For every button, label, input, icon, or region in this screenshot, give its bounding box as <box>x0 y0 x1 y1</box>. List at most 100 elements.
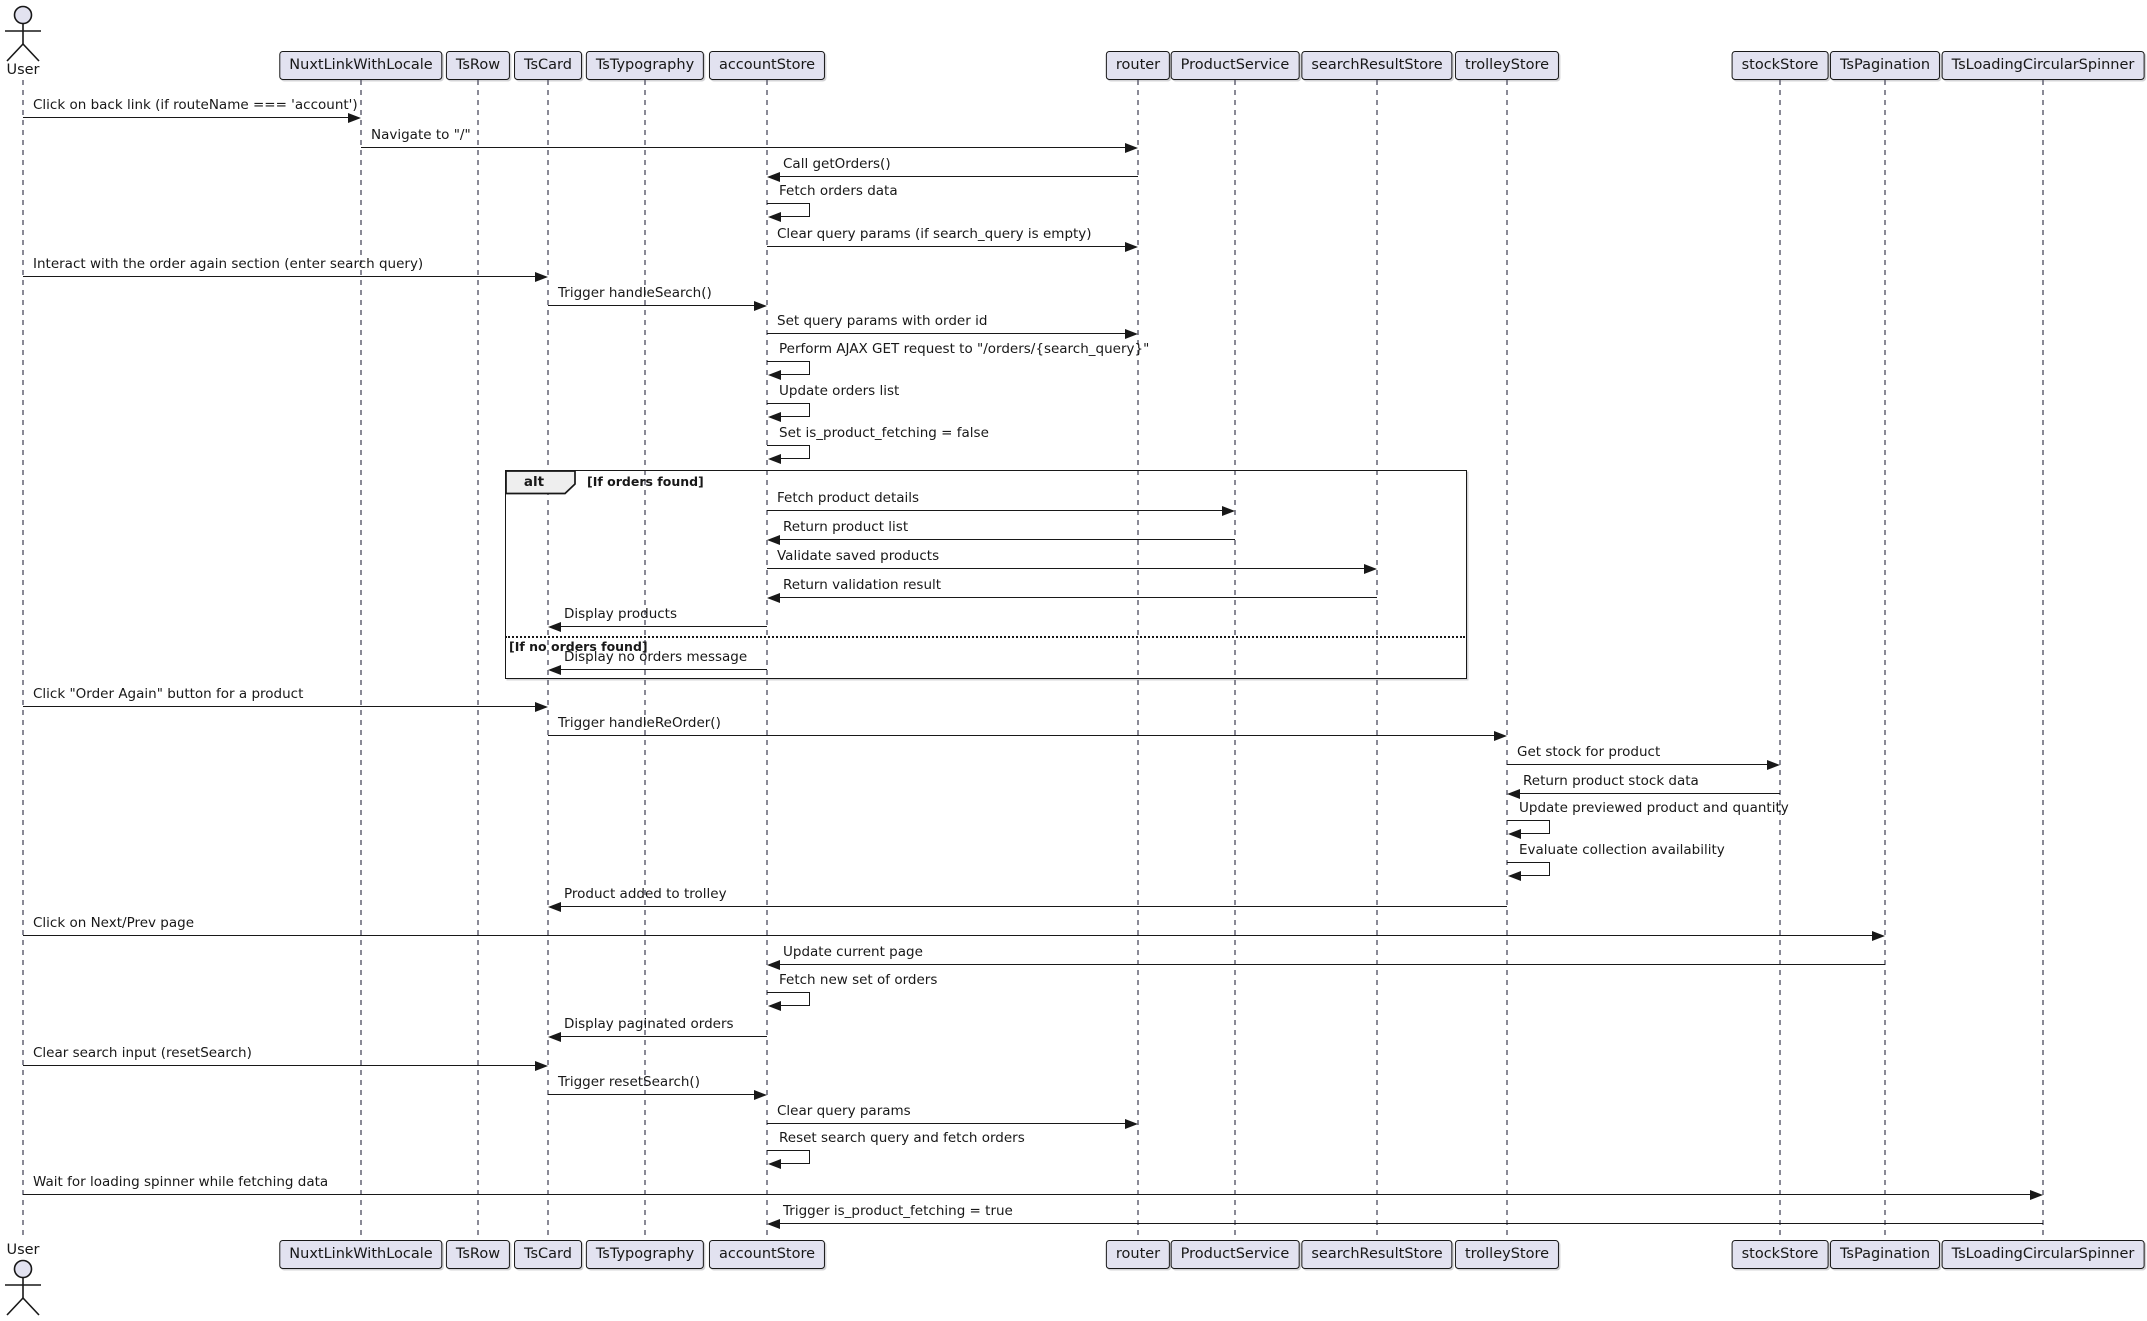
arrowhead <box>768 1000 781 1011</box>
arrowhead <box>767 959 780 970</box>
self-message-line <box>1519 875 1550 876</box>
self-message-line <box>779 1163 810 1164</box>
self-message-line <box>767 1150 809 1151</box>
arrowhead <box>768 211 781 222</box>
lifeline-pagination <box>1884 80 1886 1240</box>
message-label: Update orders list <box>779 383 900 399</box>
alt-guard-else: [If no orders found] <box>509 639 648 654</box>
user-actor-icon-bottom <box>5 1259 41 1316</box>
participant-tscard-bottom: TsCard <box>514 1240 582 1269</box>
message-label: Display no orders message <box>564 649 748 665</box>
arrowhead <box>1364 563 1377 574</box>
arrowhead <box>767 1218 780 1229</box>
participant-tstypo-bottom: TsTypography <box>585 1240 705 1269</box>
actor-label-top: User <box>6 62 40 78</box>
lifeline-account <box>766 80 768 1240</box>
lifeline-spinner <box>2042 80 2044 1240</box>
participant-pagination-bottom: TsPagination <box>1829 1240 1941 1269</box>
self-message-line <box>1507 862 1549 863</box>
participant-trolley-top: trolleyStore <box>1454 51 1560 80</box>
self-message-line <box>779 216 810 217</box>
participant-tsrow-bottom: TsRow <box>445 1240 511 1269</box>
lifeline-router <box>1137 80 1139 1240</box>
arrowhead <box>767 171 780 182</box>
alt-operator-label: alt <box>523 474 545 490</box>
message-line <box>559 1036 767 1037</box>
arrowhead <box>548 664 561 675</box>
participant-label: ProductService <box>1180 57 1290 73</box>
arrowhead <box>1125 241 1138 252</box>
participant-trolley-bottom: trolleyStore <box>1454 1240 1560 1269</box>
message-line <box>767 1123 1127 1124</box>
participant-label: stockStore <box>1741 1246 1819 1262</box>
arrowhead <box>535 271 548 282</box>
arrowhead <box>754 300 767 311</box>
participant-pagination-top: TsPagination <box>1829 51 1941 80</box>
participant-label: TsCard <box>524 1246 572 1262</box>
arrowhead <box>1125 328 1138 339</box>
lifeline-nuxt <box>360 80 362 1240</box>
participant-router-top: router <box>1105 51 1171 80</box>
self-message-line <box>809 361 810 374</box>
arrowhead <box>768 1158 781 1169</box>
participant-label: TsPagination <box>1839 57 1931 73</box>
arrowhead <box>768 369 781 380</box>
participant-label: NuxtLinkWithLocale <box>289 57 433 73</box>
message-label: Clear query params (if search_query is e… <box>777 226 1092 242</box>
participant-tsrow-top: TsRow <box>445 51 511 80</box>
participant-account-bottom: accountStore <box>708 1240 826 1269</box>
arrowhead <box>348 112 361 123</box>
alt-operator-pentagon <box>505 470 576 495</box>
arrowhead <box>1125 142 1138 153</box>
self-message-line <box>1519 833 1550 834</box>
message-label: Return product list <box>783 519 909 535</box>
message-label: Reset search query and fetch orders <box>779 1130 1025 1146</box>
self-message-line <box>767 445 809 446</box>
participant-label: TsTypography <box>595 57 695 73</box>
arrowhead <box>767 534 780 545</box>
message-line <box>23 935 1874 936</box>
participant-nuxt-top: NuxtLinkWithLocale <box>279 51 443 80</box>
participant-searchresult-top: searchResultStore <box>1301 51 1453 80</box>
participant-label: accountStore <box>718 57 816 73</box>
message-label: Fetch product details <box>777 490 920 506</box>
participant-label: TsLoadingCircularSpinner <box>1951 1246 2135 1262</box>
message-line <box>778 597 1377 598</box>
message-label: Display paginated orders <box>564 1016 734 1032</box>
self-message-line <box>767 361 809 362</box>
alt-frame <box>505 470 1467 679</box>
participant-label: TsTypography <box>595 1246 695 1262</box>
actor-label-bottom: User <box>6 1242 40 1258</box>
participant-spinner-top: TsLoadingCircularSpinner <box>1941 51 2145 80</box>
message-label: Wait for loading spinner while fetching … <box>33 1174 329 1190</box>
user-actor-icon-top <box>5 5 41 62</box>
lifeline-user <box>22 80 24 1240</box>
message-label: Navigate to "/" <box>371 127 471 143</box>
message-label: Update current page <box>783 944 923 960</box>
message-label: Display products <box>564 606 678 622</box>
message-label: Fetch new set of orders <box>779 972 938 988</box>
participant-label: searchResultStore <box>1311 1246 1443 1262</box>
participant-label: TsRow <box>455 57 501 73</box>
participant-label: router <box>1115 1246 1161 1262</box>
lifeline-tstypo <box>644 80 646 1240</box>
message-label: Interact with the order again section (e… <box>33 256 424 272</box>
self-message-line <box>779 458 810 459</box>
message-line <box>548 1094 756 1095</box>
message-label: Set query params with order id <box>777 313 988 329</box>
message-line <box>778 176 1138 177</box>
message-line <box>23 1194 2032 1195</box>
message-line <box>778 964 1885 965</box>
arrowhead <box>548 1031 561 1042</box>
message-label: Trigger is_product_fetching = true <box>783 1203 1013 1219</box>
message-label: Click "Order Again" button for a product <box>33 686 304 702</box>
participant-product-bottom: ProductService <box>1170 1240 1300 1269</box>
arrowhead <box>535 1060 548 1071</box>
participant-spinner-bottom: TsLoadingCircularSpinner <box>1941 1240 2145 1269</box>
message-label: Return validation result <box>783 577 942 593</box>
message-label: Get stock for product <box>1517 744 1661 760</box>
message-line <box>767 333 1127 334</box>
message-label: Return product stock data <box>1523 773 1699 789</box>
participant-label: ProductService <box>1180 1246 1290 1262</box>
